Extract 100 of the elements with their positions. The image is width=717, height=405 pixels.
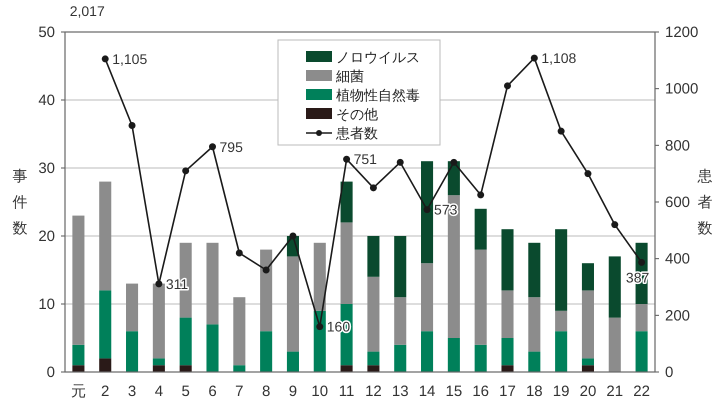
point: [316, 323, 324, 330]
bar: [340, 222, 353, 304]
bar: [72, 344, 84, 366]
x-tick-label: 12: [365, 383, 382, 400]
x-tick-label: 8: [262, 383, 270, 400]
bar: [528, 297, 540, 352]
point: [638, 258, 646, 266]
bar: [152, 365, 165, 372]
y-axis-title: 事件数: [12, 168, 28, 237]
bar: [501, 290, 514, 338]
data-label: 795: [220, 138, 244, 155]
y-tick-label: 0: [46, 364, 55, 381]
point: [450, 158, 458, 166]
bar: [180, 365, 192, 372]
bar: [501, 338, 514, 366]
bar: [582, 263, 594, 290]
point: [504, 82, 511, 90]
point: [182, 167, 190, 174]
bar: [233, 365, 246, 372]
bar: [286, 352, 299, 372]
x-tick-label: 19: [552, 383, 570, 400]
legend-label: 患者数: [335, 125, 378, 141]
bar: [72, 216, 84, 345]
bar: [608, 318, 621, 372]
x-tick-label: 元: [70, 383, 86, 400]
bar: [340, 182, 353, 222]
bar: [421, 161, 434, 264]
bar: [582, 365, 594, 372]
x-tick-label: 6: [208, 383, 217, 400]
point: [396, 158, 404, 166]
bar: [394, 297, 406, 345]
bar: [260, 331, 272, 372]
bar: [367, 365, 380, 372]
point: [584, 170, 592, 178]
legend-label: 細菌: [335, 68, 364, 84]
bar: [421, 263, 434, 332]
x-tick-label: 11: [338, 383, 354, 400]
data-label: 1,108: [541, 50, 577, 66]
point: [558, 128, 565, 135]
bar: [582, 290, 594, 358]
point: [343, 156, 350, 163]
bar: [233, 297, 246, 366]
bar: [152, 358, 165, 366]
bar: [367, 236, 380, 277]
bar: [474, 208, 487, 250]
point: [102, 55, 109, 62]
x-tick-label: 2: [101, 383, 110, 400]
y2-axis-title: 患者数: [696, 168, 712, 237]
bar: [421, 331, 434, 372]
point: [611, 221, 618, 228]
point: [289, 232, 296, 240]
y-tick-label: 30: [38, 160, 55, 177]
y2-tick-label: 200: [665, 307, 690, 324]
bar: [367, 276, 380, 352]
point: [155, 280, 162, 288]
bar: [528, 352, 540, 372]
bar: [99, 290, 112, 358]
bar: [501, 365, 514, 372]
x-tick-label: 21: [606, 383, 624, 400]
bar: [180, 318, 192, 366]
bar: [555, 310, 568, 332]
y2-tick-label: 600: [665, 194, 690, 211]
point: [424, 206, 431, 214]
y-tick-label: 10: [38, 296, 55, 313]
bar: [152, 284, 165, 358]
bar: [501, 229, 514, 290]
y2-tick-label: 1000: [665, 80, 698, 98]
bar: [582, 358, 594, 366]
bar: [474, 344, 487, 372]
legend-label: ノロウイルス: [336, 49, 420, 65]
data-label: 1,105: [112, 50, 148, 67]
y2-tick-label: 400: [665, 250, 690, 268]
x-tick-label: 9: [288, 383, 298, 400]
x-tick-label: 14: [418, 383, 436, 400]
x-tick-label: 20: [580, 383, 596, 400]
bar: [636, 331, 648, 372]
bar: [367, 352, 380, 366]
bar: [126, 284, 138, 332]
bar: [99, 182, 112, 290]
y-tick-label: 50: [38, 24, 55, 41]
bar: [448, 338, 460, 372]
point: [209, 143, 216, 150]
bar: [394, 236, 406, 298]
bar: [206, 324, 219, 372]
point: [236, 250, 243, 256]
legend-label: その他: [336, 106, 378, 122]
point: [530, 54, 538, 62]
data-label: 751: [354, 151, 378, 168]
point: [128, 122, 136, 129]
bar: [555, 229, 568, 311]
point: [477, 191, 484, 198]
y-tick-label: 40: [38, 92, 55, 109]
bar: [126, 331, 138, 372]
bar: [474, 250, 487, 345]
y-tick-label: 20: [38, 228, 55, 245]
legend-label: 植物性自然毒: [336, 87, 420, 103]
x-tick-label: 10: [311, 383, 328, 400]
x-tick-label: 13: [392, 383, 409, 400]
bar: [99, 358, 112, 372]
x-tick-label: 18: [526, 383, 543, 400]
